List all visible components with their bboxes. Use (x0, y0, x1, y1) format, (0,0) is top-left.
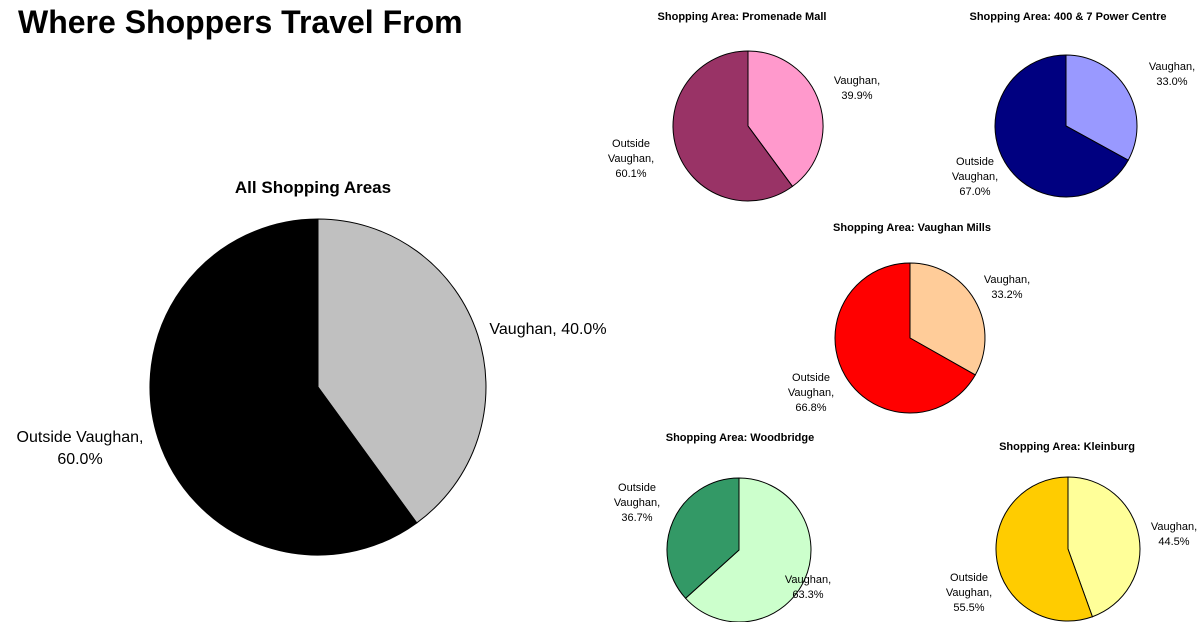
chart-title: Shopping Area: Kleinburg (999, 441, 1135, 453)
pie-chart-power: Shopping Area: 400 & 7 Power Centre Vaugh… (952, 11, 1195, 198)
pie-slice-vaughan (1065, 54, 1138, 161)
slice-label-vaughan: Vaughan, 40.0% (489, 321, 606, 338)
slice-label-outside-vaughan: Outside Vaughan, 67.0% (952, 156, 998, 198)
pie-slice-vaughan (909, 262, 986, 376)
slice-label-outside-vaughan: Outside Vaughan, 55.5% (946, 572, 992, 614)
chart-title: Shopping Area: Vaughan Mills (833, 222, 991, 234)
pie-chart-mills: Shopping Area: Vaughan Mills Vaughan, 33.2… (788, 222, 1030, 414)
slice-label-vaughan: Vaughan, 33.0% (1149, 61, 1195, 88)
slice-label-outside-vaughan: Outside Vaughan, 36.7% (614, 482, 660, 524)
pie-chart-kleinburg: Shopping Area: Kleinburg Vaughan, 44.5% Out… (946, 441, 1197, 622)
pie-slice-vaughan (684, 477, 812, 622)
slice-label-outside-vaughan: Outside Vaughan, 60.1% (608, 138, 654, 180)
chart-title: All Shopping Areas (235, 178, 391, 197)
chart-title: Shopping Area: 400 & 7 Power Centre (969, 11, 1166, 23)
slice-label-outside-vaughan: Outside Vaughan, 60.0% (17, 429, 144, 468)
slice-label-vaughan: Vaughan, 39.9% (834, 75, 880, 102)
slice-label-vaughan: Vaughan, 63.3% (785, 574, 831, 601)
pie-chart-woodbridge: Shopping Area: Woodbridge Vaughan, 63.3% Ou… (614, 432, 831, 622)
pie-chart-all: All Shopping Areas Vaughan, 40.0% Outside … (17, 178, 607, 556)
pie-chart-promenade: Shopping Area: Promenade Mall Vaughan, 39.… (608, 11, 880, 202)
pie-slice-outside-vaughan (995, 476, 1094, 622)
slice-label-vaughan: Vaughan, 33.2% (984, 274, 1030, 301)
pie-slice-outside-vaughan (834, 262, 976, 414)
chart-title: Shopping Area: Woodbridge (666, 432, 815, 444)
pie-slice-outside-vaughan (994, 54, 1129, 198)
chart-title: Shopping Area: Promenade Mall (658, 11, 827, 23)
pie-slice-outside-vaughan (149, 218, 418, 556)
slice-label-outside-vaughan: Outside Vaughan, 66.8% (788, 372, 834, 414)
pie-slice-outside-vaughan (666, 477, 740, 599)
page-title: Where Shoppers Travel From (18, 4, 463, 40)
pie-slice-vaughan (317, 218, 487, 524)
pie-slice-vaughan (747, 50, 824, 188)
pie-slice-outside-vaughan (672, 50, 794, 202)
pie-slice-vaughan (1067, 476, 1141, 618)
slice-label-vaughan: Vaughan, 44.5% (1151, 521, 1197, 548)
